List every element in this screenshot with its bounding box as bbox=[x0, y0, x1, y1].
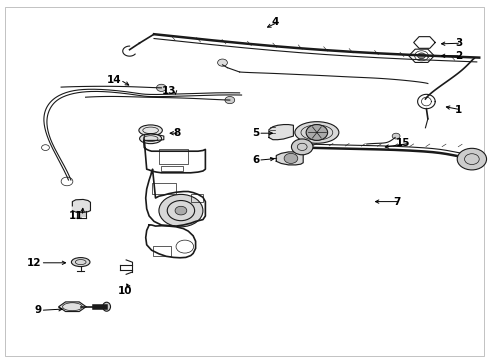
Ellipse shape bbox=[139, 125, 162, 136]
Polygon shape bbox=[59, 302, 86, 311]
Text: 10: 10 bbox=[117, 286, 132, 296]
Text: 4: 4 bbox=[271, 17, 278, 27]
Ellipse shape bbox=[294, 122, 338, 143]
Text: 7: 7 bbox=[393, 197, 400, 207]
Circle shape bbox=[175, 206, 186, 215]
Text: 1: 1 bbox=[454, 105, 461, 115]
Circle shape bbox=[456, 148, 486, 170]
Circle shape bbox=[224, 96, 234, 104]
Text: 9: 9 bbox=[34, 305, 41, 315]
Circle shape bbox=[159, 194, 203, 227]
Circle shape bbox=[291, 139, 312, 155]
Ellipse shape bbox=[71, 258, 90, 266]
Circle shape bbox=[217, 59, 227, 66]
Circle shape bbox=[417, 53, 425, 59]
Bar bbox=[159, 149, 188, 164]
Polygon shape bbox=[268, 125, 293, 140]
Text: 11: 11 bbox=[68, 211, 83, 221]
Bar bbox=[190, 194, 203, 202]
Text: 15: 15 bbox=[395, 138, 410, 148]
Polygon shape bbox=[276, 152, 303, 165]
Text: 5: 5 bbox=[251, 128, 259, 138]
Text: 6: 6 bbox=[251, 155, 259, 165]
Text: 12: 12 bbox=[27, 258, 41, 268]
Polygon shape bbox=[72, 199, 90, 212]
Text: 8: 8 bbox=[173, 128, 181, 138]
Ellipse shape bbox=[140, 134, 161, 144]
Bar bbox=[161, 166, 183, 171]
Circle shape bbox=[391, 133, 399, 139]
Text: 13: 13 bbox=[161, 86, 176, 96]
Bar bbox=[151, 183, 176, 194]
Text: 2: 2 bbox=[454, 51, 461, 61]
Ellipse shape bbox=[102, 302, 110, 311]
Bar bbox=[152, 246, 171, 256]
Text: 14: 14 bbox=[106, 75, 121, 85]
Circle shape bbox=[284, 153, 297, 163]
Text: 3: 3 bbox=[454, 38, 461, 48]
Circle shape bbox=[305, 125, 327, 140]
Circle shape bbox=[156, 84, 166, 91]
